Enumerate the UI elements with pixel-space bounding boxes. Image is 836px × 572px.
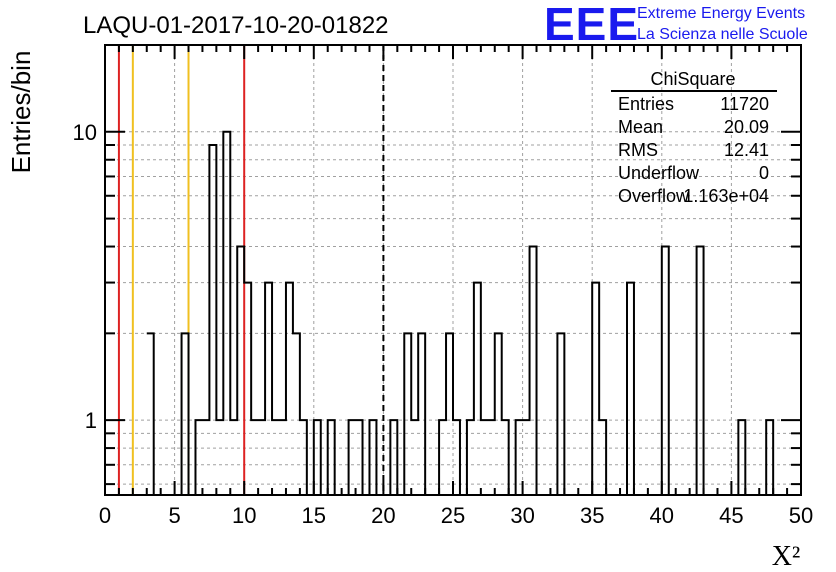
- x-tick-label: 40: [650, 503, 674, 528]
- x-axis-label: X²: [772, 541, 801, 572]
- stats-value-overflow: 1.163e+04: [683, 186, 769, 206]
- stats-label-overflow: Overflow: [618, 186, 690, 206]
- x-tick-label: 10: [232, 503, 256, 528]
- marker-lines: [117, 45, 385, 495]
- y-tick-label: 10: [73, 120, 97, 145]
- chart-title: LAQU-01-2017-10-20-01822: [83, 12, 389, 39]
- x-tick-label: 45: [719, 503, 743, 528]
- stats-label-mean: Mean: [618, 117, 663, 137]
- x-tick-label: 50: [789, 503, 813, 528]
- logo-line-2: La Scienza nelle Scuole: [637, 26, 808, 43]
- y-tick-label: 1: [85, 408, 97, 433]
- y-axis-label: Entries/bin: [6, 51, 36, 174]
- tick-labels: 0 5 10 15 20 25 30 35 40 45 50 1 10: [73, 120, 814, 528]
- x-tick-label: 20: [371, 503, 395, 528]
- eee-logo-mark: EEE: [544, 0, 639, 50]
- x-tick-label: 5: [168, 503, 180, 528]
- axis-ticks: [104, 45, 802, 495]
- stats-value-rms: 12.41: [724, 140, 769, 160]
- x-tick-label: 35: [580, 503, 604, 528]
- x-tick-label: 0: [99, 503, 111, 528]
- x-tick-label: 25: [441, 503, 465, 528]
- logo-line-1: Extreme Energy Events: [637, 5, 805, 22]
- stats-label-underflow: Underflow: [618, 163, 700, 183]
- stats-value-mean: 20.09: [724, 117, 769, 137]
- stats-box: ChiSquare Entries 11720 Mean 20.09 RMS 1…: [611, 69, 777, 206]
- stats-label-rms: RMS: [618, 140, 658, 160]
- x-tick-label: 15: [302, 503, 326, 528]
- stats-value-entries: 11720: [720, 94, 769, 114]
- stats-title: ChiSquare: [650, 69, 735, 89]
- x-tick-label: 30: [510, 503, 534, 528]
- stats-value-underflow: 0: [759, 163, 769, 183]
- stats-label-entries: Entries: [618, 94, 674, 114]
